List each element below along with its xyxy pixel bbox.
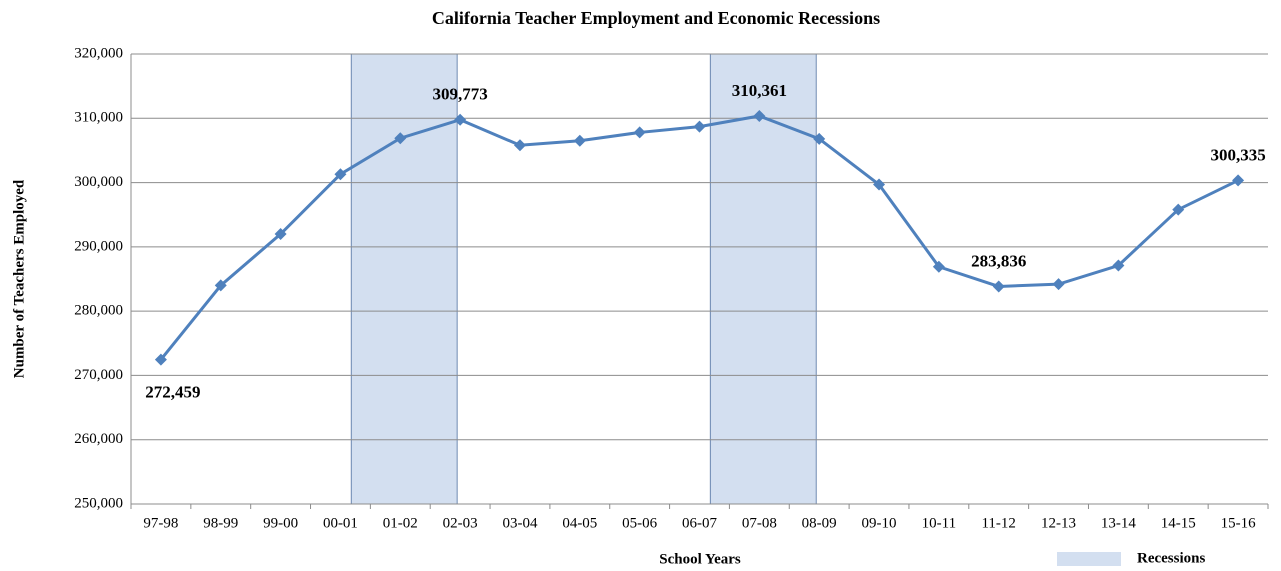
series-line — [159, 114, 1239, 361]
marker — [1052, 278, 1065, 291]
marker — [454, 113, 467, 126]
chart-title: California Teacher Employment and Econom… — [432, 8, 880, 28]
y-axis-label: Number of Teachers Employed — [11, 179, 27, 378]
marker — [693, 120, 706, 133]
marker — [932, 260, 945, 273]
x-axis-label: School Years — [659, 551, 741, 567]
marker — [753, 109, 766, 122]
data-label: 309,773 — [433, 85, 488, 104]
y-tick-label: 310,000 — [74, 110, 123, 126]
y-tick-label: 300,000 — [74, 174, 123, 190]
y-tick-label: 250,000 — [74, 495, 123, 511]
x-tick-label: 01-02 — [383, 515, 418, 531]
x-tick-label: 06-07 — [682, 515, 717, 531]
data-label: 310,361 — [732, 81, 787, 100]
marker — [573, 134, 586, 147]
y-tick-label: 270,000 — [74, 367, 123, 383]
marker — [274, 228, 287, 240]
x-tick-label: 97-98 — [143, 515, 178, 531]
marker — [1112, 259, 1125, 272]
x-tick-label: 02-03 — [443, 515, 478, 531]
marker — [873, 178, 886, 191]
recession-band — [350, 53, 458, 505]
x-tick-label: 00-01 — [323, 515, 358, 531]
x-tick-label: 99-00 — [263, 515, 298, 531]
x-tick-label: 07-08 — [742, 515, 777, 531]
x-tick-label: 11-12 — [981, 515, 1015, 531]
y-tick-label: 320,000 — [74, 45, 123, 61]
marker — [992, 280, 1005, 293]
marker — [1232, 174, 1245, 187]
legend-swatch — [1057, 552, 1121, 566]
x-tick-label: 09-10 — [862, 515, 897, 531]
x-tick-label: 05-06 — [622, 515, 657, 531]
x-tick-label: 08-09 — [802, 515, 837, 531]
x-tick-label: 13-14 — [1101, 515, 1136, 531]
marker — [214, 279, 227, 292]
x-tick-label: 15-16 — [1221, 515, 1256, 531]
x-tick-label: 03-04 — [502, 515, 537, 531]
x-tick-label: 12-13 — [1041, 515, 1076, 531]
x-tick-label: 14-15 — [1161, 515, 1196, 531]
y-tick-label: 290,000 — [74, 238, 123, 254]
marker — [334, 168, 347, 181]
data-label: 283,836 — [971, 251, 1026, 270]
recession-band — [709, 53, 817, 505]
y-tick-label: 260,000 — [74, 431, 123, 447]
x-tick-label: 10-11 — [922, 515, 956, 531]
legend-label: Recessions — [1137, 550, 1205, 566]
marker — [154, 353, 167, 366]
marker — [1172, 203, 1185, 216]
marker — [813, 132, 826, 145]
y-tick-label: 280,000 — [74, 303, 123, 319]
data-label: 300,335 — [1210, 145, 1265, 164]
data-label: 272,459 — [145, 383, 200, 402]
marker — [394, 132, 407, 145]
x-tick-label: 04-05 — [562, 515, 597, 531]
marker — [633, 126, 646, 139]
marker — [513, 139, 526, 152]
x-tick-label: 98-99 — [203, 515, 238, 531]
